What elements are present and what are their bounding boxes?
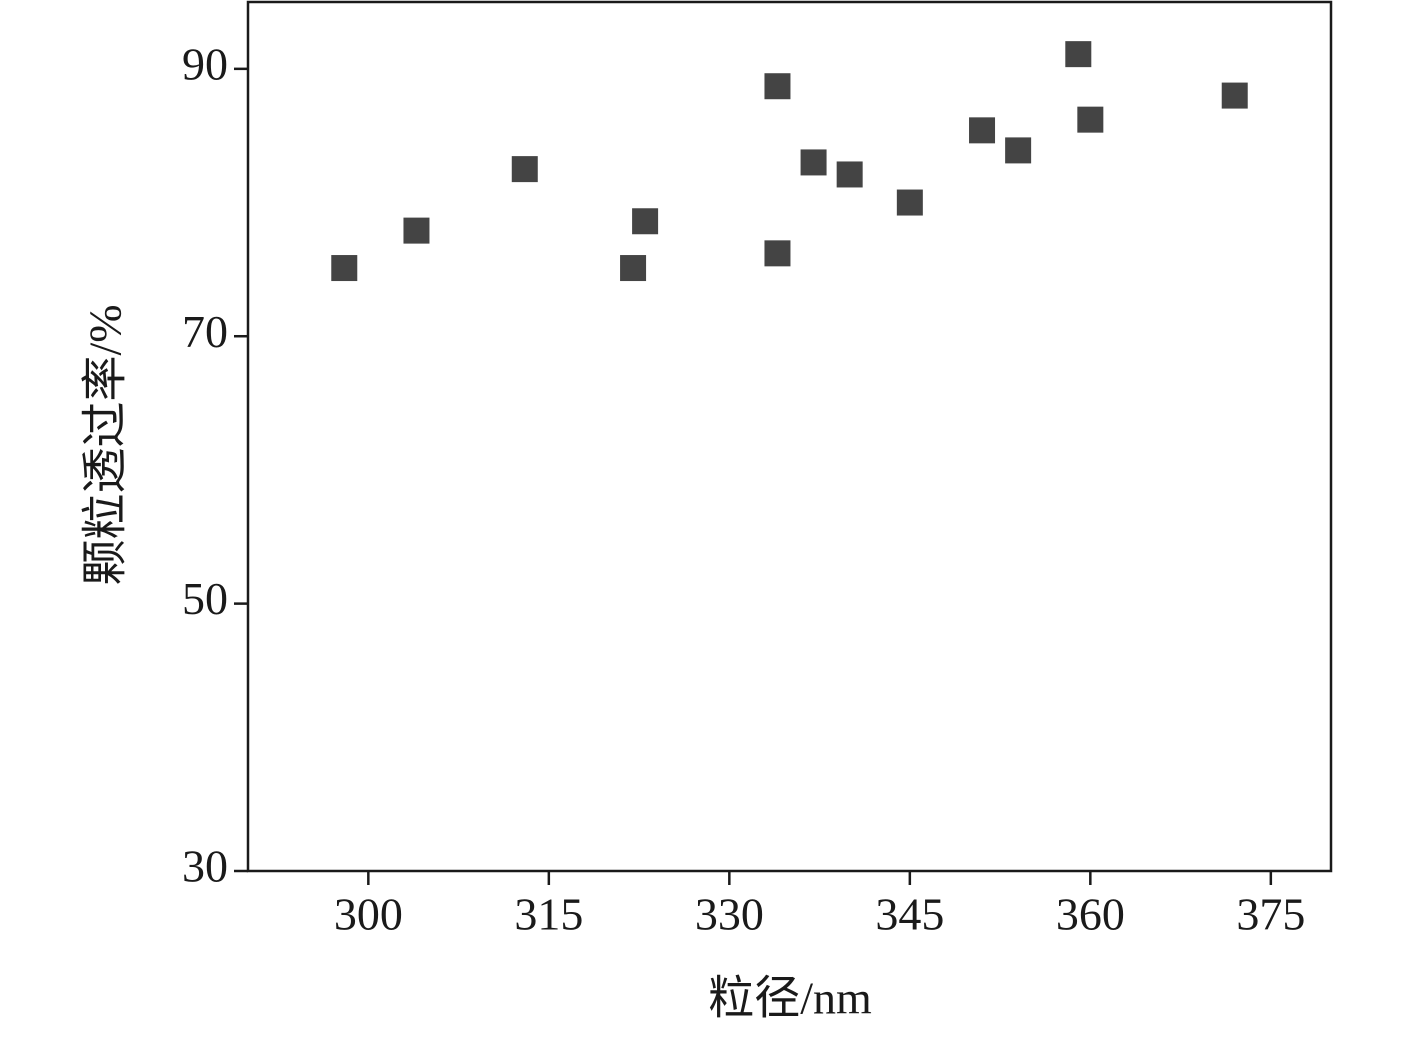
x-tick-label: 315	[514, 889, 583, 940]
y-tick-label: 90	[182, 38, 228, 89]
point	[511, 156, 538, 183]
y-tick-label: 70	[182, 306, 228, 357]
point	[331, 255, 358, 282]
point	[764, 73, 791, 100]
x-tick-label: 375	[1236, 889, 1305, 940]
x-tick-label: 360	[1056, 889, 1125, 940]
x-axis-label: 粒径/nm	[708, 973, 872, 1024]
point	[1005, 137, 1032, 164]
y-tick-label: 50	[182, 573, 228, 624]
x-tick-label: 300	[334, 889, 403, 940]
point	[1065, 41, 1092, 68]
x-tick-label: 345	[875, 889, 944, 940]
y-tick-label: 30	[182, 841, 228, 892]
point	[1221, 82, 1248, 109]
point	[836, 161, 863, 188]
point	[969, 117, 996, 144]
plot-frame	[246, 0, 1333, 873]
point	[620, 255, 647, 282]
y-axis-label: 颗粒透过率/%	[80, 304, 131, 585]
point	[403, 217, 430, 244]
point	[632, 208, 659, 235]
point	[764, 240, 791, 267]
x-tick-label: 330	[695, 889, 764, 940]
point	[800, 149, 827, 176]
point	[896, 189, 923, 216]
point	[1077, 106, 1104, 133]
